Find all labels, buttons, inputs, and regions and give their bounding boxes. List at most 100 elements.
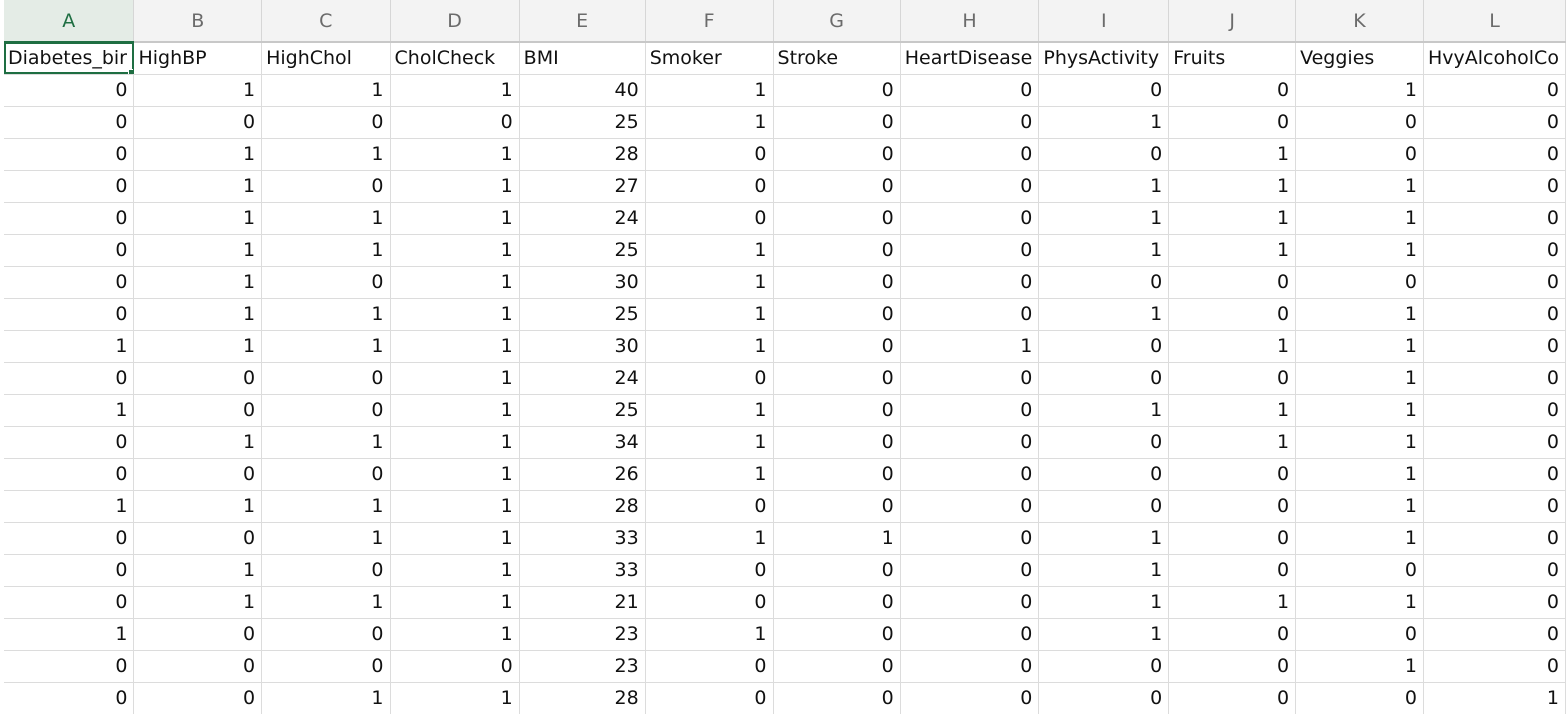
cell[interactable]: Smoker [645,42,774,75]
cell[interactable]: 0 [900,362,1040,395]
cell[interactable]: 0 [4,362,135,395]
cell[interactable]: 0 [1423,266,1566,299]
cell[interactable]: 1 [261,298,391,331]
cell[interactable]: 1 [390,490,520,523]
cell[interactable]: 0 [261,106,391,139]
cell[interactable]: 1 [133,298,263,331]
cell[interactable]: 25 [519,234,646,267]
cell[interactable]: 0 [1295,138,1424,171]
cell[interactable]: 1 [261,490,391,523]
cell[interactable]: 1 [645,394,774,427]
cell[interactable]: 0 [1168,682,1297,714]
cell[interactable]: 0 [773,586,901,619]
cell[interactable]: 0 [773,682,901,714]
cell[interactable]: 1 [645,298,774,331]
cell[interactable]: 0 [773,426,901,459]
cell[interactable]: 0 [1423,618,1566,651]
cell[interactable]: 1 [1038,522,1170,555]
cell[interactable]: 1 [645,106,774,139]
cell[interactable]: 0 [773,266,901,299]
cell[interactable]: 0 [4,426,135,459]
cell[interactable]: 0 [900,394,1040,427]
cell[interactable]: 0 [773,106,901,139]
cell[interactable]: 1 [390,266,520,299]
cell[interactable]: 23 [519,618,646,651]
cell[interactable]: 0 [900,618,1040,651]
cell[interactable]: 1 [261,586,391,619]
cell[interactable]: 0 [900,106,1040,139]
cell[interactable]: 1 [390,202,520,235]
cell[interactable]: 0 [773,554,901,587]
cell[interactable]: 27 [519,170,646,203]
cell[interactable]: 0 [1423,394,1566,427]
cell[interactable]: 28 [519,490,646,523]
cell[interactable]: 0 [773,618,901,651]
cell[interactable]: 1 [1295,202,1424,235]
cell[interactable]: CholCheck [390,42,520,75]
column-header-k[interactable]: K [1295,0,1424,43]
cell[interactable]: 25 [519,394,646,427]
cell[interactable]: 1 [1295,490,1424,523]
cell[interactable]: 0 [1423,202,1566,235]
cell[interactable]: 0 [773,138,901,171]
cell[interactable]: 0 [773,458,901,491]
cell[interactable]: 0 [1038,426,1170,459]
column-header-g[interactable]: G [773,0,901,43]
cell[interactable]: 1 [1168,426,1297,459]
column-header-c[interactable]: C [261,0,391,43]
cell[interactable]: 34 [519,426,646,459]
cell[interactable]: 1 [1038,202,1170,235]
cell[interactable]: 1 [1038,586,1170,619]
cell[interactable]: 0 [261,394,391,427]
cell[interactable]: 0 [1168,490,1297,523]
cell[interactable]: 0 [1423,490,1566,523]
cell[interactable]: 1 [1168,138,1297,171]
cell[interactable]: 0 [261,266,391,299]
cell[interactable]: 1 [645,234,774,267]
cell[interactable]: 0 [1168,650,1297,683]
cell[interactable]: 1 [133,234,263,267]
cell[interactable]: 1 [1038,298,1170,331]
cell[interactable]: 28 [519,682,646,714]
column-header-i[interactable]: I [1038,0,1170,43]
cell[interactable]: 0 [1295,618,1424,651]
cell[interactable]: 1 [4,490,135,523]
cell[interactable]: 1 [4,330,135,363]
column-header-b[interactable]: B [133,0,263,43]
cell[interactable]: 0 [1168,554,1297,587]
cell[interactable]: Stroke [773,42,901,75]
cell[interactable]: 1 [1295,522,1424,555]
cell[interactable]: 0 [133,650,263,683]
column-header-a[interactable]: A [4,0,135,43]
cell[interactable]: 1 [1038,394,1170,427]
cell[interactable]: 0 [4,650,135,683]
cell[interactable]: 33 [519,554,646,587]
cell[interactable]: 0 [900,202,1040,235]
cell[interactable]: 33 [519,522,646,555]
cell[interactable]: 0 [645,362,774,395]
cell[interactable]: 1 [1295,362,1424,395]
cell[interactable]: 1 [390,554,520,587]
cell[interactable]: 0 [1423,554,1566,587]
cell[interactable]: 0 [133,458,263,491]
cell[interactable]: 1 [390,170,520,203]
cell[interactable]: 0 [645,682,774,714]
cell[interactable]: 1 [4,394,135,427]
cell[interactable]: 1 [1295,74,1424,107]
cell[interactable]: 0 [900,650,1040,683]
cell[interactable]: HeartDisease [900,42,1040,75]
cell[interactable]: 1 [133,74,263,107]
cell[interactable]: 25 [519,298,646,331]
cell[interactable]: 0 [4,554,135,587]
cell[interactable]: 0 [900,298,1040,331]
cell[interactable]: 1 [1423,682,1566,714]
cell[interactable]: 1 [133,490,263,523]
cell[interactable]: 1 [1168,202,1297,235]
cell[interactable]: 0 [261,554,391,587]
column-header-e[interactable]: E [519,0,646,43]
cell[interactable]: 0 [1168,298,1297,331]
cell[interactable]: 1 [900,330,1040,363]
cell[interactable]: 0 [900,170,1040,203]
cell[interactable]: 0 [645,554,774,587]
cell[interactable]: 0 [900,138,1040,171]
